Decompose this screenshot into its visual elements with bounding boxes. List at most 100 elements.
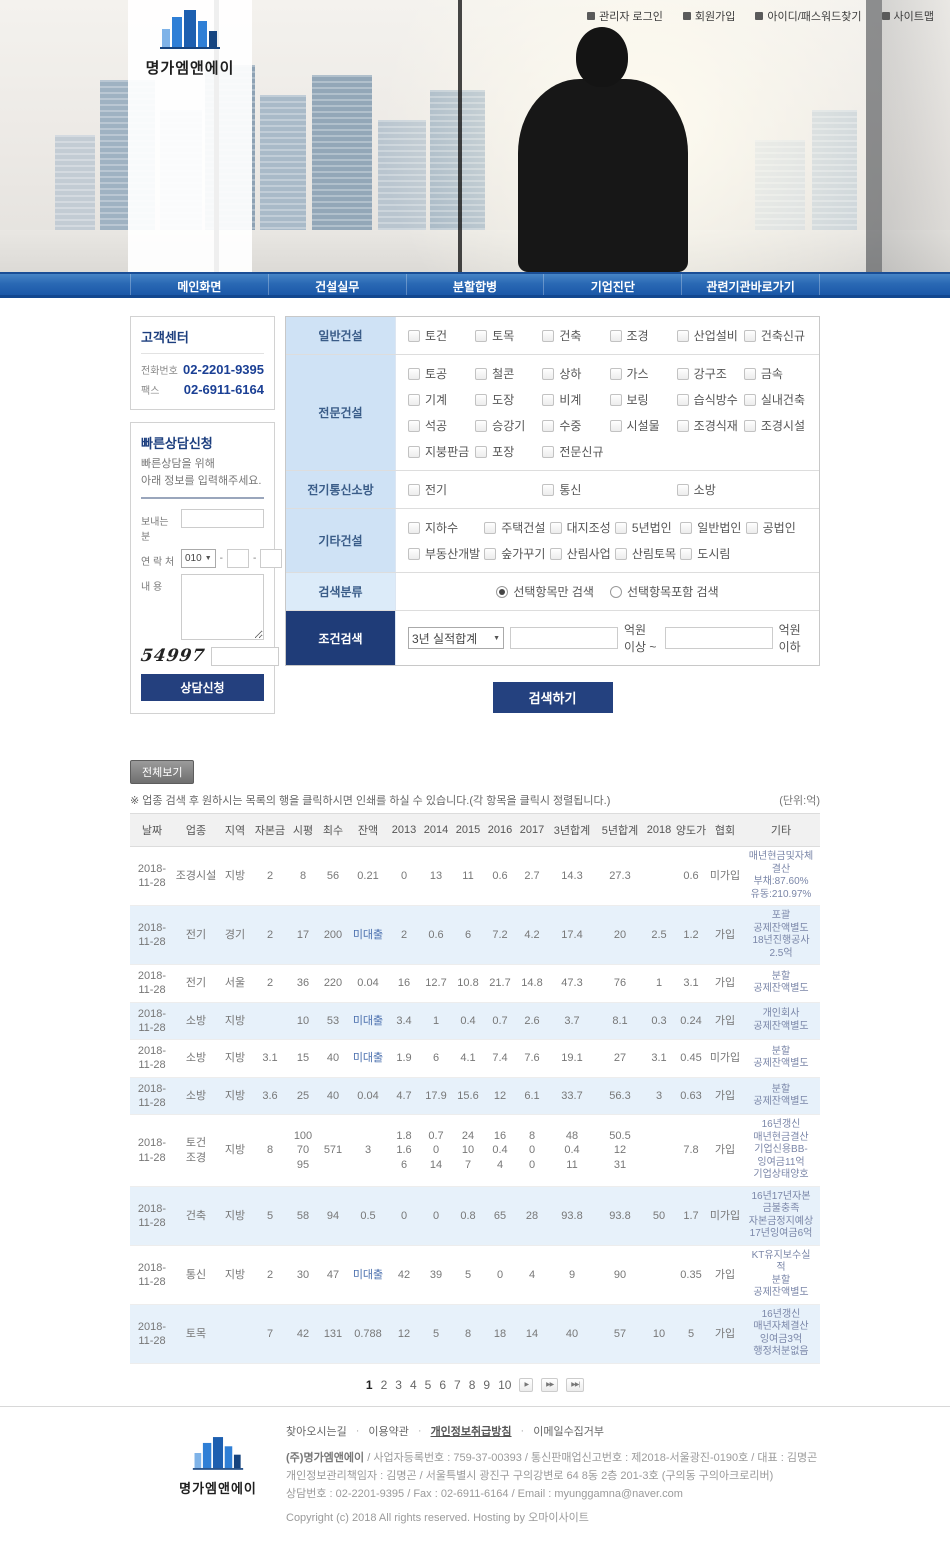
checkbox-item[interactable]: 철콘 — [475, 365, 538, 382]
checkbox-icon[interactable] — [542, 393, 555, 406]
checkbox-icon[interactable] — [408, 483, 420, 496]
page-number-3[interactable]: 3 — [395, 1377, 402, 1392]
checkbox-icon[interactable] — [676, 329, 689, 342]
radio-icon[interactable] — [496, 585, 509, 598]
nav-item-3[interactable]: 기업진단 — [543, 274, 681, 295]
table-row[interactable]: 2018- 11-28 소방 지방 3.1 15 40 미대출 1.9 6 4.1 7.4 7.6 19… — [130, 1039, 820, 1078]
checkbox-item[interactable]: 산업설비 — [676, 327, 740, 344]
checkbox-icon[interactable] — [542, 367, 555, 380]
column-header[interactable]: 2016 — [484, 813, 516, 847]
radio-icon[interactable] — [609, 585, 622, 598]
checkbox-item[interactable]: 공법인 — [745, 519, 807, 536]
column-header[interactable]: 기타 — [742, 813, 820, 847]
checkbox-icon[interactable] — [676, 419, 689, 432]
page-number-8[interactable]: 8 — [468, 1377, 476, 1392]
page-number-5[interactable]: 5 — [424, 1377, 432, 1392]
checkbox-icon[interactable] — [475, 329, 488, 342]
checkbox-item[interactable]: 5년법인 — [614, 519, 676, 536]
next-block-button[interactable]: ▶▶ — [541, 1377, 559, 1392]
nav-item-4[interactable]: 관련기관바로가기 — [681, 274, 820, 295]
page-number-9[interactable]: 9 — [483, 1377, 491, 1392]
sender-input[interactable] — [181, 509, 264, 528]
checkbox-icon[interactable] — [549, 547, 562, 560]
top-link-1[interactable]: 회원가입 — [682, 8, 735, 24]
footer-link-1[interactable]: 이용약관 — [368, 1425, 409, 1438]
checkbox-item[interactable]: 숲가꾸기 — [484, 545, 545, 562]
checkbox-item[interactable]: 도시림 — [680, 545, 741, 562]
column-header[interactable]: 자본금 — [252, 813, 288, 847]
next-page-button[interactable]: ▶ — [519, 1377, 534, 1392]
checkbox-item[interactable]: 건축 — [542, 327, 605, 344]
consult-content-textarea[interactable] — [181, 574, 264, 640]
checkbox-icon[interactable] — [614, 521, 627, 534]
search-mode-radio-0[interactable]: 선택항목만 검색 — [496, 583, 594, 600]
checkbox-item[interactable]: 기계 — [408, 391, 471, 408]
checkbox-item[interactable]: 비계 — [542, 391, 605, 408]
phone-last-input[interactable] — [260, 549, 283, 568]
nav-item-1[interactable]: 건설실무 — [267, 274, 406, 295]
checkbox-icon[interactable] — [609, 329, 622, 342]
checkbox-item[interactable]: 토공 — [408, 365, 471, 382]
checkbox-icon[interactable] — [609, 419, 622, 432]
column-header[interactable]: 2018 — [644, 813, 674, 847]
nav-item-2[interactable]: 분할합병 — [405, 274, 544, 295]
checkbox-icon[interactable] — [745, 521, 758, 534]
checkbox-icon[interactable] — [408, 547, 420, 560]
table-row[interactable]: 2018- 11-28 토건 조경 지방 8 100 70 95 571 3 1.8 1.6 … — [130, 1114, 820, 1187]
column-header[interactable]: 업종 — [174, 813, 218, 847]
checkbox-icon[interactable] — [743, 419, 756, 432]
page-number-6[interactable]: 6 — [439, 1377, 447, 1392]
table-row[interactable]: 2018- 11-28 토목 7 42 131 0.788 12 5 8 18 14 40 57 10 5 가… — [130, 1304, 820, 1364]
checkbox-item[interactable]: 시설물 — [609, 417, 673, 434]
top-link-2[interactable]: 아이디/패스워드찾기 — [755, 8, 862, 24]
checkbox-item[interactable]: 전문신규 — [542, 443, 605, 460]
table-row[interactable]: 2018- 11-28 통신 지방 2 30 47 미대출 42 39 5 0 4 9 90 0.35 가입 K… — [130, 1245, 820, 1305]
checkbox-icon[interactable] — [743, 393, 756, 406]
column-header[interactable]: 협회 — [708, 813, 742, 847]
page-number-1[interactable]: 1 — [365, 1377, 373, 1392]
view-all-button[interactable]: 전체보기 — [130, 760, 195, 784]
condition-type-select[interactable]: 3년 실적합계 ▼ — [408, 627, 504, 649]
checkbox-item[interactable]: 습식방수 — [676, 391, 740, 408]
column-header[interactable]: 2015 — [452, 813, 484, 847]
checkbox-item[interactable]: 지붕판금 — [408, 443, 471, 460]
checkbox-icon[interactable] — [408, 419, 420, 432]
checkbox-item[interactable]: 부동산개발 — [408, 545, 480, 562]
column-header[interactable]: 2014 — [420, 813, 452, 847]
checkbox-item[interactable]: 가스 — [609, 365, 673, 382]
top-link-3[interactable]: 사이트맵 — [881, 8, 934, 24]
footer-link-0[interactable]: 찾아오시는길 — [286, 1425, 347, 1438]
checkbox-item[interactable]: 토목 — [475, 327, 538, 344]
captcha-input[interactable] — [211, 646, 280, 666]
table-row[interactable]: 2018- 11-28 소방 지방 10 53 미대출 3.4 1 0.4 0.7 2.6 3.7 8.… — [130, 1002, 820, 1041]
checkbox-icon[interactable] — [475, 445, 488, 458]
checkbox-item[interactable]: 통신 — [542, 481, 672, 498]
checkbox-icon[interactable] — [680, 547, 693, 560]
condition-min-input[interactable] — [510, 627, 618, 649]
checkbox-item[interactable]: 석공 — [408, 417, 471, 434]
page-number-10[interactable]: 10 — [498, 1377, 512, 1392]
page-number-2[interactable]: 2 — [380, 1377, 388, 1392]
checkbox-icon[interactable] — [542, 445, 555, 458]
checkbox-item[interactable]: 일반법인 — [680, 519, 741, 536]
column-header[interactable]: 2017 — [516, 813, 548, 847]
nav-item-0[interactable]: 메인화면 — [130, 274, 268, 295]
checkbox-item[interactable]: 조경 — [609, 327, 673, 344]
checkbox-icon[interactable] — [676, 367, 689, 380]
checkbox-item[interactable]: 실내건축 — [743, 391, 807, 408]
checkbox-item[interactable]: 건축신규 — [743, 327, 807, 344]
column-header[interactable]: 2013 — [388, 813, 420, 847]
phone-mid-input[interactable] — [226, 549, 249, 568]
checkbox-icon[interactable] — [542, 419, 555, 432]
checkbox-icon[interactable] — [676, 483, 689, 496]
checkbox-item[interactable]: 포장 — [475, 443, 538, 460]
column-header[interactable]: 양도가 — [674, 813, 708, 847]
last-page-button[interactable]: ▶▶| — [566, 1377, 585, 1392]
checkbox-icon[interactable] — [408, 393, 420, 406]
checkbox-item[interactable]: 도장 — [475, 391, 538, 408]
checkbox-item[interactable]: 금속 — [743, 365, 807, 382]
condition-max-input[interactable] — [664, 627, 773, 649]
checkbox-item[interactable]: 대지조성 — [549, 519, 611, 536]
checkbox-icon[interactable] — [542, 329, 555, 342]
checkbox-item[interactable]: 소방 — [676, 481, 807, 498]
